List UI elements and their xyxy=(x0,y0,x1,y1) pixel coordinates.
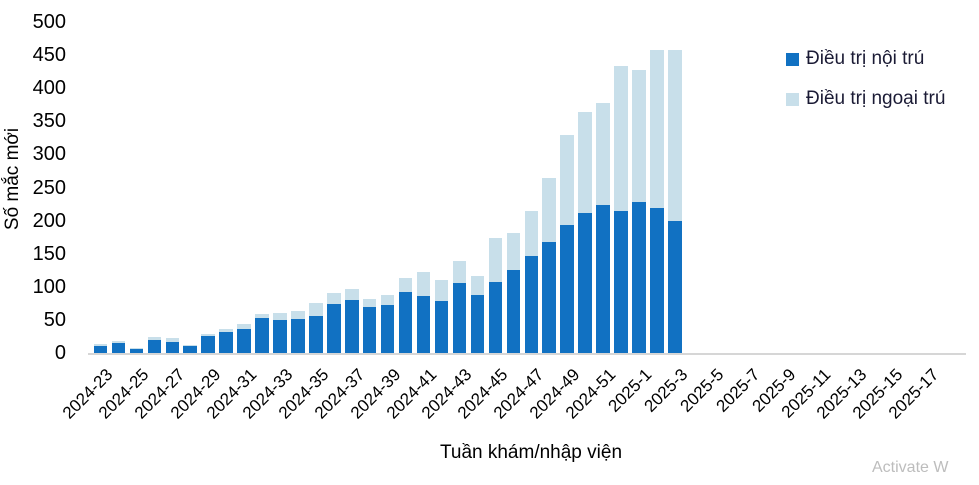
bar-segment-inpatient xyxy=(327,304,341,353)
bar-segment-outpatient xyxy=(506,233,521,271)
bar-segment-outpatient xyxy=(201,334,215,337)
bar-segment-inpatient xyxy=(632,202,646,353)
bar-segment-inpatient xyxy=(668,221,682,353)
bar-segment-inpatient xyxy=(398,292,413,353)
y-tick-label: 350 xyxy=(32,110,66,133)
legend-item-inpatient: Điều trị nội trú xyxy=(786,48,945,70)
bar-segment-outpatient xyxy=(327,293,341,304)
bar-segment-inpatient xyxy=(488,282,503,353)
bar-segment-inpatient xyxy=(524,256,539,353)
bar-segment-outpatient xyxy=(93,344,108,347)
bar-segment-outpatient xyxy=(219,329,233,333)
bar-segment-outpatient xyxy=(416,272,431,297)
legend-label-inpatient: Điều trị nội trú xyxy=(806,48,925,69)
bar-segment-inpatient xyxy=(93,346,108,353)
inpatient-swatch-icon xyxy=(786,52,799,66)
bar-segment-inpatient xyxy=(650,208,664,353)
y-tick-label: 0 xyxy=(54,342,66,364)
bar-segment-inpatient xyxy=(237,329,251,353)
bar-segment-outpatient xyxy=(632,70,646,203)
bar-segment-outpatient xyxy=(470,276,485,295)
bar-segment-inpatient xyxy=(452,282,467,353)
bar-segment-outpatient xyxy=(111,341,126,344)
bar-segment-inpatient xyxy=(291,318,305,353)
bar-segment-outpatient xyxy=(165,338,180,342)
activate-windows-watermark: Activate W xyxy=(872,459,949,476)
bar-segment-outpatient xyxy=(129,347,144,349)
y-tick-label: 200 xyxy=(32,209,66,232)
bar-segment-inpatient xyxy=(129,348,144,353)
bar-segment-outpatient xyxy=(488,238,503,283)
x-axis-line xyxy=(88,353,966,355)
bar-segment-inpatient xyxy=(578,212,592,353)
bar-segment-outpatient xyxy=(147,337,162,340)
legend-item-outpatient: Điều trị ngoại trú xyxy=(786,88,945,110)
bar-segment-inpatient xyxy=(362,307,377,353)
bar-segment-outpatient xyxy=(614,66,628,211)
x-axis-title: Tuần khám/nhập viện xyxy=(439,442,623,463)
bar-segment-inpatient xyxy=(345,300,359,353)
bar-segment-outpatient xyxy=(434,280,449,301)
bar-segment-inpatient xyxy=(560,225,574,353)
bar-segment-inpatient xyxy=(111,343,126,353)
bar-segment-outpatient xyxy=(398,278,413,293)
bar-segment-inpatient xyxy=(596,204,610,353)
bar-segment-inpatient xyxy=(434,300,449,353)
bar-segment-inpatient xyxy=(255,317,269,353)
y-tick-label: 50 xyxy=(43,308,66,331)
bar-segment-inpatient xyxy=(542,242,556,353)
bar-segment-inpatient xyxy=(183,346,197,353)
bar-segment-outpatient xyxy=(255,313,269,318)
bar-segment-inpatient xyxy=(416,296,431,353)
bar-segment-outpatient xyxy=(578,112,592,213)
legend-label-outpatient: Điều trị ngoại trú xyxy=(806,88,946,109)
bar-segment-inpatient xyxy=(614,210,628,353)
bar-segment-outpatient xyxy=(650,49,664,208)
bar-segment-outpatient xyxy=(309,302,323,316)
bar-segment-outpatient xyxy=(237,323,251,330)
bar-segment-outpatient xyxy=(291,310,305,319)
bar-segment-outpatient xyxy=(542,177,556,243)
bar-segment-outpatient xyxy=(452,260,467,283)
bar-segment-inpatient xyxy=(219,332,233,353)
bar-segment-inpatient xyxy=(165,341,180,353)
bar-segment-outpatient xyxy=(273,312,287,320)
y-tick-label: 450 xyxy=(32,44,66,67)
y-tick-label: 250 xyxy=(32,176,66,199)
bar-segment-outpatient xyxy=(668,49,682,222)
bar-segment-outpatient xyxy=(596,102,610,205)
outpatient-swatch-icon xyxy=(786,92,799,106)
legend: Điều trị nội trú Điều trị ngoại trú xyxy=(786,48,945,128)
bar-segment-inpatient xyxy=(470,294,485,353)
y-tick-label: 500 xyxy=(32,11,66,33)
bar-segment-inpatient xyxy=(273,319,287,353)
bar-segment-outpatient xyxy=(183,345,197,347)
y-tick-label: 400 xyxy=(32,77,66,100)
bar-segment-outpatient xyxy=(560,135,574,226)
bar-segment-outpatient xyxy=(524,211,539,257)
bar-segment-inpatient xyxy=(147,339,162,353)
y-tick-label: 150 xyxy=(32,242,66,265)
bar-segment-inpatient xyxy=(309,315,323,353)
bar-segment-outpatient xyxy=(362,298,377,308)
bar-segment-inpatient xyxy=(506,270,521,353)
y-tick-label: 100 xyxy=(32,275,66,298)
bar-segment-inpatient xyxy=(380,305,395,353)
bar-segment-outpatient xyxy=(380,295,395,306)
y-tick-label: 300 xyxy=(32,143,66,166)
bar-segment-inpatient xyxy=(201,336,215,353)
bar-segment-outpatient xyxy=(345,289,359,301)
